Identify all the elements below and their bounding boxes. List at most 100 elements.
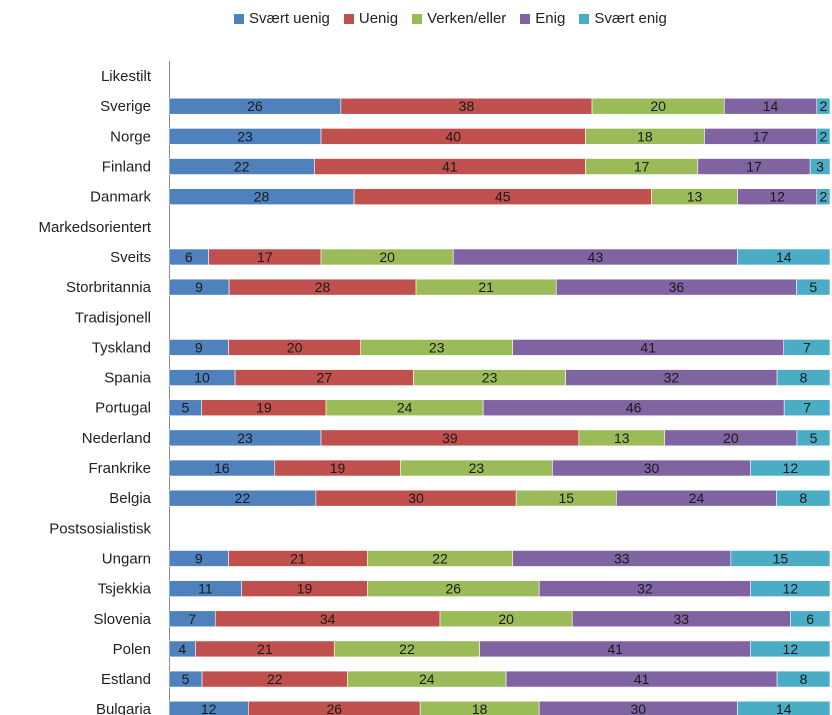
group-label-markedsorientert: Markedsorientert — [38, 219, 151, 236]
legend-label: Uenig — [358, 10, 399, 27]
data-label-spania-sv-rt-enig: 8 — [800, 370, 808, 386]
group-label-postsosialistisk: Postsosialistisk — [49, 520, 151, 537]
category-label-estland: Estland — [101, 671, 151, 688]
legend-swatch — [520, 13, 531, 24]
data-label-portugal-uenig: 19 — [256, 400, 272, 416]
data-label-nederland-sv-rt-enig: 5 — [810, 430, 818, 446]
category-label-sveits: Sveits — [110, 249, 151, 266]
data-label-tyskland-verken-eller: 23 — [429, 339, 445, 355]
data-label-portugal-sv-rt-enig: 7 — [803, 400, 811, 416]
category-label-ungarn: Ungarn — [102, 550, 151, 567]
data-label-slovenia-verken-eller: 20 — [498, 611, 514, 627]
data-label-spania-sv-rt-uenig: 10 — [194, 370, 210, 386]
data-label-danmark-sv-rt-uenig: 28 — [254, 189, 270, 205]
data-label-danmark-enig: 12 — [769, 189, 785, 205]
data-label-frankrike-sv-rt-enig: 12 — [783, 460, 799, 476]
data-label-frankrike-uenig: 19 — [330, 460, 346, 476]
data-label-bulgaria-sv-rt-enig: 14 — [776, 701, 792, 715]
data-label-nederland-sv-rt-uenig: 23 — [237, 430, 253, 446]
data-label-danmark-verken-eller: 13 — [687, 189, 703, 205]
legend-swatch — [579, 13, 590, 24]
legend-item-enig: Enig — [520, 10, 565, 27]
category-label-frankrike: Frankrike — [88, 460, 151, 477]
category-label-belgia: Belgia — [109, 490, 151, 507]
category-label-polen: Polen — [113, 641, 151, 658]
data-label-nederland-enig: 20 — [723, 430, 739, 446]
category-label-bulgaria: Bulgaria — [96, 701, 152, 715]
legend-swatch — [234, 13, 244, 24]
bar-tyskland-sv-rt-enig — [783, 339, 831, 356]
category-label-norge: Norge — [110, 128, 151, 145]
data-label-estland-sv-rt-enig: 8 — [800, 671, 808, 687]
data-label-danmark-uenig: 45 — [495, 189, 511, 205]
data-label-polen-verken-eller: 22 — [399, 641, 415, 657]
legend-label: Svært enig — [594, 10, 667, 27]
data-label-portugal-enig: 46 — [626, 400, 642, 416]
data-label-storbritannia-uenig: 28 — [315, 279, 331, 295]
data-label-norge-enig: 17 — [753, 128, 769, 144]
data-label-ungarn-sv-rt-enig: 15 — [773, 550, 789, 566]
data-label-spania-verken-eller: 23 — [482, 370, 498, 386]
data-label-sverige-sv-rt-uenig: 26 — [247, 98, 263, 114]
legend-swatch — [343, 13, 354, 24]
data-label-portugal-sv-rt-uenig: 5 — [181, 400, 189, 416]
data-label-slovenia-sv-rt-uenig: 7 — [188, 611, 196, 627]
bar-sveits-sv-rt-enig — [737, 248, 831, 266]
data-label-sverige-uenig: 38 — [459, 98, 475, 114]
data-label-storbritannia-enig: 36 — [669, 279, 685, 295]
data-label-bulgaria-sv-rt-uenig: 12 — [201, 701, 217, 715]
data-label-frankrike-verken-eller: 23 — [469, 460, 485, 476]
bar-storbritannia-sv-rt-enig — [796, 278, 831, 296]
legend-label: Svært uenig — [249, 10, 330, 27]
data-label-storbritannia-verken-eller: 21 — [478, 279, 494, 295]
data-label-sveits-uenig: 17 — [257, 249, 273, 265]
data-label-finland-enig: 17 — [746, 159, 762, 175]
data-label-sveits-enig: 43 — [588, 249, 604, 265]
data-label-polen-sv-rt-uenig: 4 — [178, 641, 186, 657]
data-label-bulgaria-verken-eller: 18 — [472, 701, 488, 715]
bar-bulgaria-sv-rt-enig — [737, 700, 831, 715]
data-label-belgia-sv-rt-enig: 8 — [799, 490, 807, 506]
data-label-sveits-sv-rt-enig: 14 — [776, 249, 792, 265]
data-label-tyskland-sv-rt-enig: 7 — [803, 339, 811, 355]
data-label-belgia-uenig: 30 — [408, 490, 424, 506]
legend-swatch — [412, 13, 423, 24]
bar-polen-sv-rt-enig — [750, 640, 831, 658]
data-label-belgia-sv-rt-uenig: 22 — [235, 490, 251, 506]
data-label-ungarn-uenig: 21 — [290, 550, 306, 566]
data-label-spania-uenig: 27 — [317, 370, 333, 386]
data-label-bulgaria-uenig: 26 — [326, 701, 342, 715]
data-label-tyskland-uenig: 20 — [287, 339, 303, 355]
data-label-danmark-sv-rt-enig: 2 — [819, 189, 827, 205]
data-label-portugal-verken-eller: 24 — [397, 400, 413, 416]
data-label-sverige-verken-eller: 20 — [650, 98, 666, 114]
bar-estland-sv-rt-enig — [776, 670, 831, 688]
legend: Svært uenig Uenig Verken/eller Enig Svær… — [234, 10, 667, 27]
data-label-norge-sv-rt-enig: 2 — [819, 128, 827, 144]
data-label-polen-sv-rt-enig: 12 — [783, 641, 799, 657]
data-label-sverige-sv-rt-enig: 2 — [819, 98, 827, 114]
legend-item-svaert-enig: Svært enig — [579, 10, 667, 27]
bar-norge-sv-rt-enig — [816, 128, 831, 145]
data-label-storbritannia-sv-rt-enig: 5 — [809, 279, 817, 295]
category-label-nederland: Nederland — [82, 430, 151, 447]
category-label-tyskland: Tyskland — [92, 339, 151, 356]
data-label-tyskland-sv-rt-uenig: 9 — [195, 339, 203, 355]
data-label-norge-verken-eller: 18 — [637, 128, 653, 144]
data-label-tsjekkia-uenig: 19 — [297, 581, 313, 597]
data-label-estland-enig: 41 — [634, 671, 650, 687]
data-label-sverige-enig: 14 — [763, 98, 779, 114]
bar-sverige-sv-rt-enig — [816, 97, 831, 115]
category-label-tsjekkia: Tsjekkia — [98, 581, 152, 598]
data-label-estland-uenig: 22 — [267, 671, 283, 687]
group-label-tradisjonell: Tradisjonell — [75, 309, 151, 326]
category-label-storbritannia: Storbritannia — [66, 279, 152, 296]
data-label-nederland-uenig: 39 — [442, 430, 458, 446]
data-label-tyskland-enig: 41 — [640, 339, 656, 355]
bar-belgia-sv-rt-enig — [776, 489, 831, 507]
data-label-estland-sv-rt-uenig: 5 — [182, 671, 190, 687]
data-label-slovenia-enig: 33 — [673, 611, 689, 627]
data-label-norge-uenig: 40 — [445, 128, 461, 144]
bar-danmark-sv-rt-enig — [816, 188, 831, 205]
data-label-belgia-verken-eller: 15 — [558, 490, 574, 506]
